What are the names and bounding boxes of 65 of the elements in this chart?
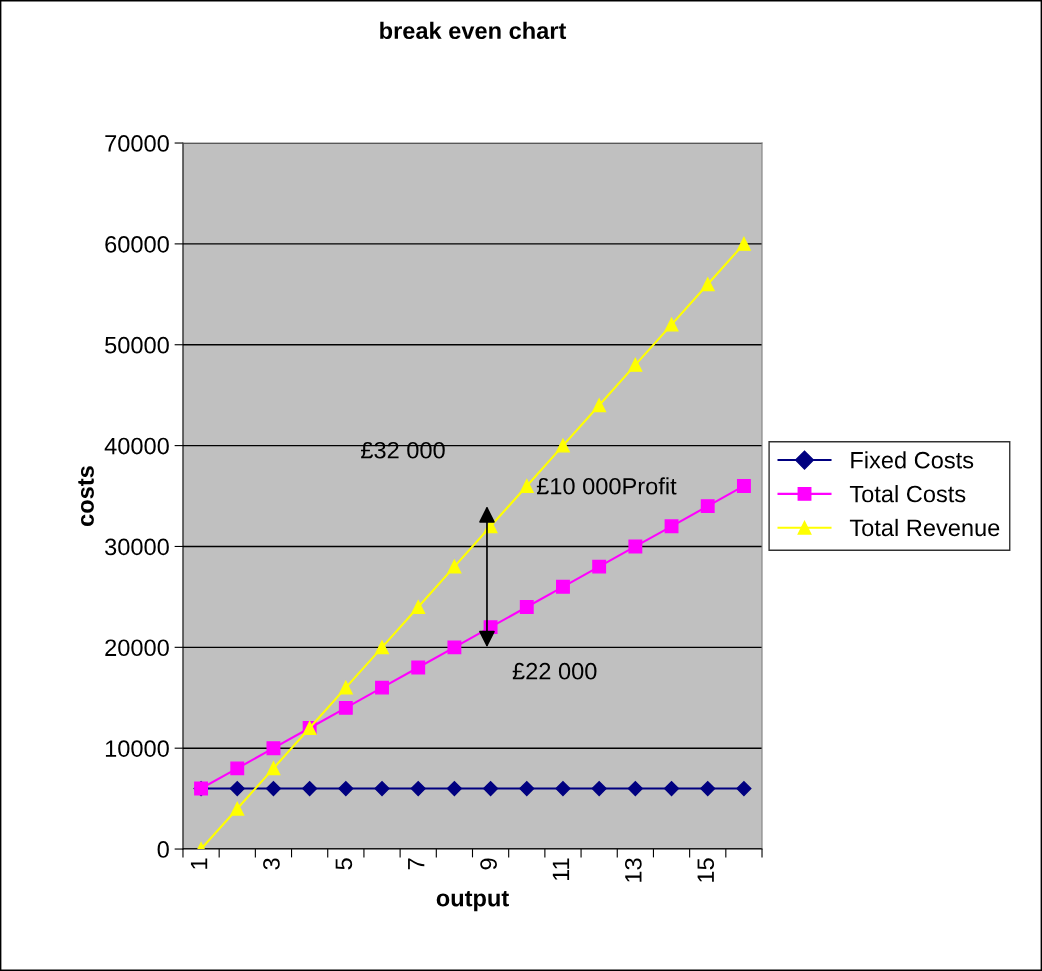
point [700,780,716,797]
legend-label: Total Costs [849,485,966,503]
point [338,680,353,695]
x-tick-label: 9 [480,858,497,870]
point [338,700,353,715]
point [375,640,389,655]
chart-title: break even chart [380,21,567,40]
point [628,539,643,554]
point [447,640,462,655]
y-tick-label: 30000 [105,538,169,556]
point [374,780,390,797]
point [556,438,570,453]
point [229,780,245,797]
y-tick-label: 40000 [104,437,169,455]
point [338,780,354,797]
x-tick-label: 13 [624,858,642,882]
y-tick-label: 50000 [105,336,169,354]
y-tick-label: 70000 [105,135,169,152]
point [519,600,534,614]
x-tick-label: 3 [263,858,280,870]
annotation: £10 000Profit [536,477,677,495]
point [700,499,715,514]
point [592,398,607,413]
point [519,780,535,797]
x-tick-label: 5 [335,858,353,870]
point [375,680,389,695]
point [556,579,570,594]
x-tick-label: 11 [552,858,570,881]
point [266,761,281,776]
point [627,780,643,797]
point [736,479,751,493]
point [447,559,462,574]
point [664,519,679,534]
point [230,801,245,816]
point [230,761,245,776]
x-tick-label: 7 [408,858,425,870]
point [519,479,534,493]
y-axis-title: costs [78,466,94,526]
point [628,357,643,372]
point [664,317,679,332]
point [700,277,715,292]
point [265,780,282,797]
y-tick-label: 20000 [105,639,169,657]
x-axis-title: output [436,890,509,912]
legend-label: Fixed Costs [851,451,974,469]
point [411,660,426,675]
point [736,236,751,251]
point [592,559,607,574]
x-tick-label: 15 [697,858,715,882]
point [736,780,752,797]
point [411,600,426,614]
point [446,780,462,797]
y-tick-label: 10000 [105,740,169,757]
x-tick-label: 1 [190,858,208,869]
y-tick-label: 0 [157,841,169,858]
y-tick-label: 60000 [105,235,169,253]
annotation: £22 000 [512,662,597,680]
point [483,780,499,797]
legend-label: Total Revenue [849,518,1000,537]
point [266,741,281,756]
point [555,780,571,797]
point [302,780,318,797]
point [410,780,426,797]
point [591,780,607,797]
point [663,780,680,797]
